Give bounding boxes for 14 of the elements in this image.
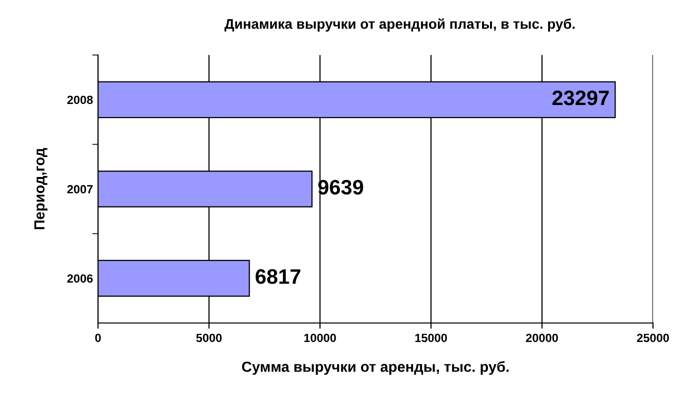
x-tick-label: 10000 bbox=[304, 334, 336, 342]
y-tick-label: 2007 bbox=[67, 185, 93, 194]
x-tick-label: 15000 bbox=[415, 334, 447, 342]
chart-title: Динамика выручки от арендной платы, в тыс. руб. bbox=[224, 18, 575, 32]
y-tick-label: 2006 bbox=[67, 274, 93, 283]
y-axis-title: Период,год bbox=[34, 148, 48, 230]
x-tick-label: 5000 bbox=[196, 334, 222, 342]
x-tick-label: 20000 bbox=[526, 334, 558, 342]
data-label: 6817 bbox=[256, 269, 300, 284]
data-label: 23297 bbox=[552, 90, 609, 106]
x-tick-label: 0 bbox=[95, 334, 101, 342]
y-tick-label: 2008 bbox=[67, 96, 93, 104]
x-axis-title: Сумма выручки от аренды, тыс. руб. bbox=[242, 361, 509, 375]
x-tick-label: 25000 bbox=[636, 334, 669, 342]
